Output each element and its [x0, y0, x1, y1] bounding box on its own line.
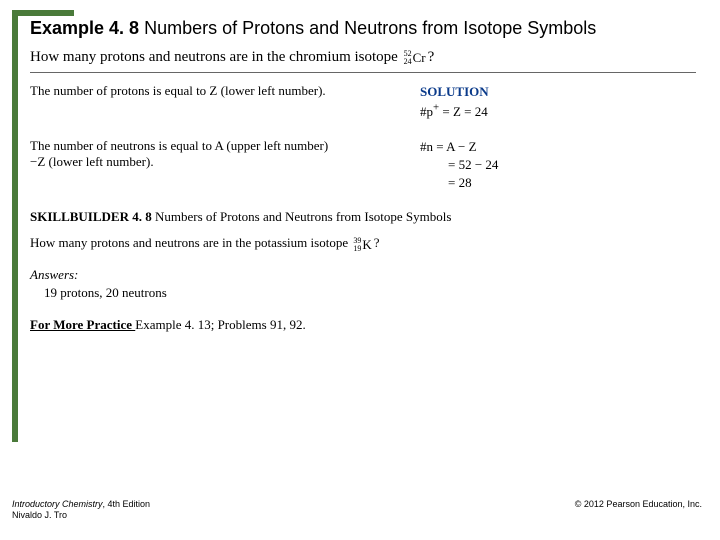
content-area: Example 4. 8 Numbers of Protons and Neut…: [30, 18, 696, 333]
sb-atomic-number: 19: [353, 245, 361, 253]
more-practice-label: For More Practice: [30, 317, 135, 332]
question-text-before: How many protons and neutrons are in the…: [30, 49, 402, 65]
solution-row-neutrons: The number of neutrons is equal to A (up…: [30, 138, 696, 191]
isotope-atomic-number: 24: [404, 58, 412, 66]
book-title: Introductory Chemistry: [12, 499, 103, 509]
isotope-element-symbol: Cr: [413, 50, 426, 66]
sb-element-symbol: K: [362, 237, 371, 253]
more-practice: For More Practice Example 4. 13; Problem…: [30, 317, 696, 333]
footer: Introductory Chemistry, 4th Edition Niva…: [12, 499, 702, 522]
neutrons-explanation: The number of neutrons is equal to A (up…: [30, 138, 420, 191]
footer-book-info: Introductory Chemistry, 4th Edition Niva…: [12, 499, 150, 522]
skillbuilder-subject: Numbers of Protons and Neutrons from Iso…: [155, 209, 451, 224]
footer-copyright: © 2012 Pearson Education, Inc.: [575, 499, 702, 509]
skillbuilder-heading: SKILLBUILDER 4. 8 Numbers of Protons and…: [30, 209, 696, 225]
more-practice-refs: Example 4. 13; Problems 91, 92.: [135, 317, 305, 332]
protons-solution: SOLUTION #p+ = Z = 24: [420, 83, 696, 120]
chromium-isotope-symbol: 52 24 Cr: [404, 49, 426, 66]
book-edition: , 4th Edition: [103, 499, 151, 509]
accent-bar-top: [12, 10, 74, 16]
neutron-sub: = 52 − 24: [420, 156, 696, 174]
example-number: Example 4. 8: [30, 18, 144, 38]
answers-body: 19 protons, 20 neutrons: [44, 285, 696, 301]
answers-label: Answers:: [30, 267, 696, 283]
neutrons-solution: #n = A − Z = 52 − 24 = 28: [420, 138, 696, 191]
sb-question-before: How many protons and neutrons are in the…: [30, 235, 351, 250]
question-text-after: ?: [428, 49, 435, 65]
protons-explanation: The number of protons is equal to Z (low…: [30, 83, 420, 120]
example-title: Example 4. 8 Numbers of Protons and Neut…: [30, 18, 696, 39]
neutron-formula: #n = A − Z: [420, 139, 477, 154]
main-question: How many protons and neutrons are in the…: [30, 49, 696, 66]
potassium-isotope-symbol: 39 19 K: [353, 236, 371, 253]
solution-label: SOLUTION: [420, 84, 489, 99]
accent-bar-left: [12, 10, 18, 442]
neutron-result: = 28: [420, 174, 696, 192]
skillbuilder-question: How many protons and neutrons are in the…: [30, 235, 696, 253]
book-author: Nivaldo J. Tro: [12, 510, 67, 520]
solution-row-protons: The number of protons is equal to Z (low…: [30, 83, 696, 120]
sb-question-after: ?: [374, 235, 380, 250]
divider: [30, 72, 696, 73]
proton-count-line: #p+ = Z = 24: [420, 104, 488, 119]
example-subject: Numbers of Protons and Neutrons from Iso…: [144, 18, 596, 38]
skillbuilder-label: SKILLBUILDER 4. 8: [30, 209, 155, 224]
